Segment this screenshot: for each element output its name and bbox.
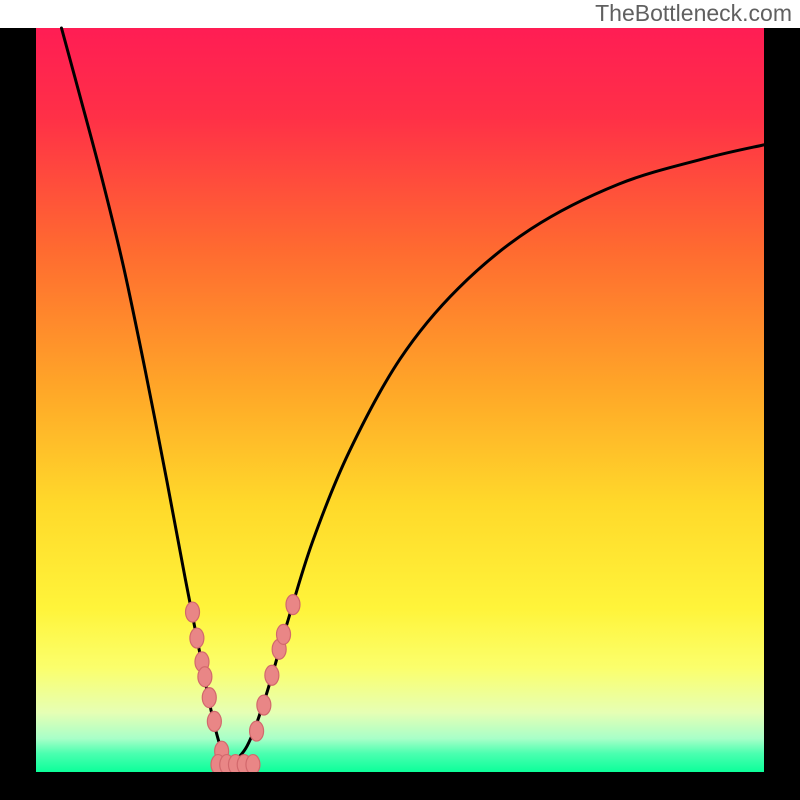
frame-border [764, 28, 800, 800]
chart-svg [0, 0, 800, 800]
data-marker [265, 665, 279, 685]
data-marker [286, 595, 300, 615]
watermark-text: TheBottleneck.com [595, 0, 792, 27]
data-marker [207, 711, 221, 731]
data-marker [250, 721, 264, 741]
data-marker [257, 695, 271, 715]
frame-border [0, 772, 800, 800]
chart-background [36, 28, 764, 772]
data-marker [202, 688, 216, 708]
data-marker [277, 624, 291, 644]
data-marker [186, 602, 200, 622]
data-marker [190, 628, 204, 648]
data-marker [198, 667, 212, 687]
frame-border [0, 28, 36, 800]
